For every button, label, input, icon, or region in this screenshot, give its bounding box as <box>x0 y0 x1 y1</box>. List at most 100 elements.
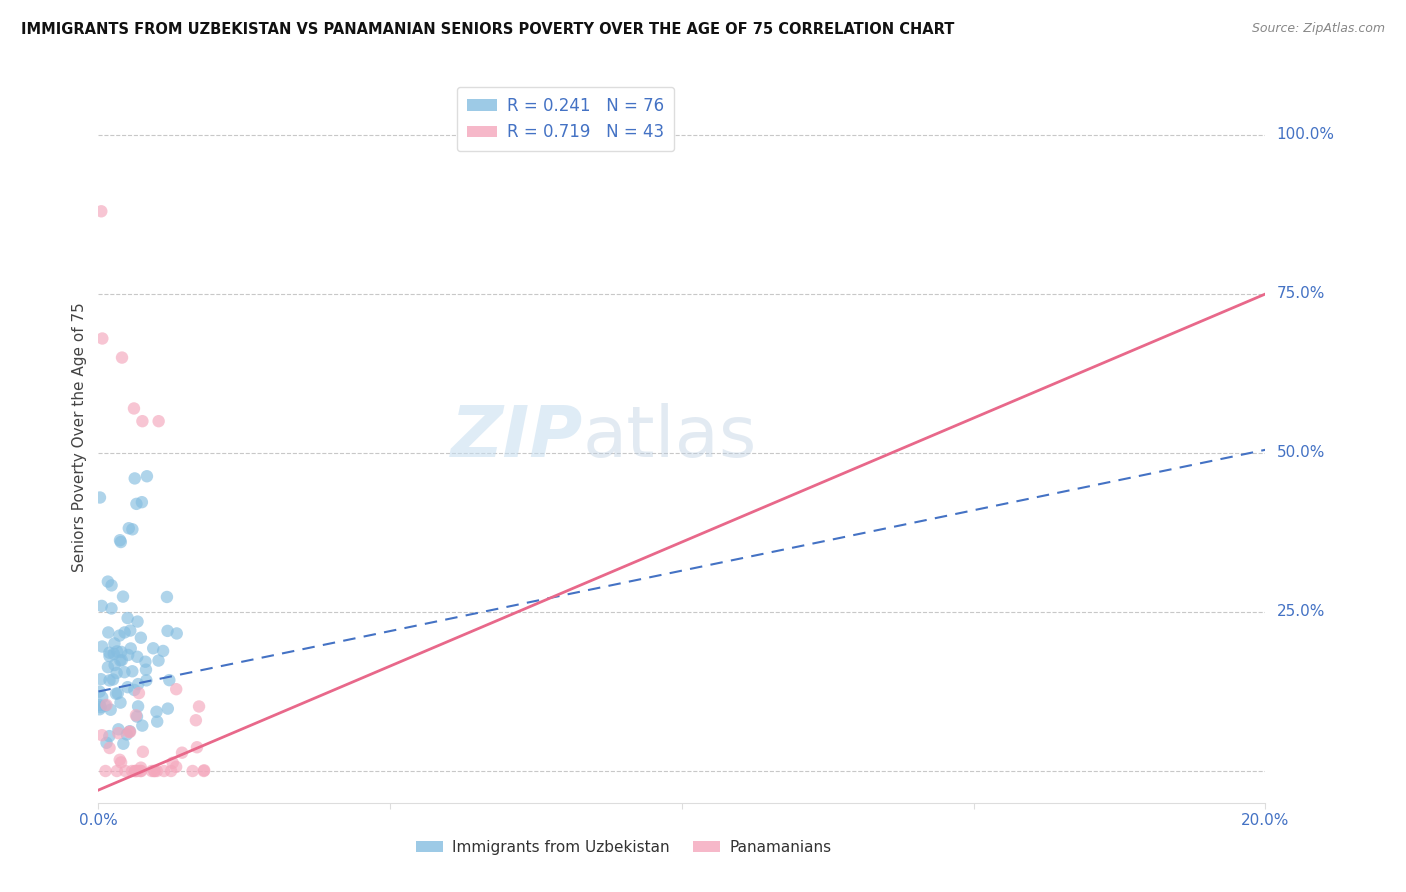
Point <box>153 764 176 778</box>
Point <box>120 624 142 638</box>
Point <box>103 647 125 661</box>
Point <box>129 761 152 775</box>
Point <box>131 414 153 428</box>
Point <box>114 764 136 778</box>
Point <box>89 491 111 505</box>
Point <box>160 764 183 778</box>
Point <box>100 578 122 592</box>
Point <box>111 653 134 667</box>
Point <box>90 204 112 219</box>
Point <box>170 746 193 760</box>
Point <box>91 728 114 742</box>
Point <box>107 686 129 700</box>
Point <box>117 648 139 662</box>
Point <box>186 740 208 755</box>
Text: 50.0%: 50.0% <box>1277 445 1324 460</box>
Point <box>141 764 163 778</box>
Point <box>97 660 120 674</box>
Point <box>117 680 139 694</box>
Text: 25.0%: 25.0% <box>1277 605 1324 619</box>
Point <box>100 601 122 615</box>
Point <box>107 723 129 737</box>
Point <box>94 698 117 713</box>
Point <box>90 599 112 613</box>
Point <box>132 745 155 759</box>
Point <box>89 684 111 698</box>
Legend: Immigrants from Uzbekistan, Panamanians: Immigrants from Uzbekistan, Panamanians <box>409 834 838 861</box>
Point <box>104 658 127 673</box>
Point <box>117 611 139 625</box>
Point <box>162 756 184 770</box>
Point <box>97 625 120 640</box>
Point <box>89 702 111 716</box>
Point <box>91 331 114 345</box>
Point <box>112 737 135 751</box>
Text: 100.0%: 100.0% <box>1277 128 1334 143</box>
Point <box>110 645 132 659</box>
Text: Source: ZipAtlas.com: Source: ZipAtlas.com <box>1251 22 1385 36</box>
Point <box>127 649 149 664</box>
Point <box>114 625 136 640</box>
Point <box>105 644 128 658</box>
Point <box>105 764 128 778</box>
Point <box>129 764 152 778</box>
Y-axis label: Seniors Poverty Over the Age of 75: Seniors Poverty Over the Age of 75 <box>72 302 87 572</box>
Point <box>121 665 143 679</box>
Point <box>124 682 146 697</box>
Point <box>98 741 121 756</box>
Point <box>181 764 204 778</box>
Point <box>96 736 118 750</box>
Point <box>125 709 148 723</box>
Point <box>165 682 187 697</box>
Point <box>120 641 142 656</box>
Point <box>124 764 146 778</box>
Point <box>131 718 153 732</box>
Point <box>127 677 149 691</box>
Point <box>143 764 166 778</box>
Text: 75.0%: 75.0% <box>1277 286 1324 301</box>
Point <box>91 640 114 654</box>
Point <box>91 690 114 705</box>
Point <box>131 495 153 509</box>
Point <box>135 663 157 677</box>
Point <box>122 401 145 416</box>
Point <box>90 672 112 686</box>
Point <box>103 636 125 650</box>
Point <box>165 760 187 774</box>
Point <box>136 469 159 483</box>
Point <box>134 655 156 669</box>
Point <box>114 665 136 680</box>
Point <box>156 701 179 715</box>
Point <box>143 764 166 778</box>
Point <box>146 714 169 729</box>
Point <box>110 535 132 549</box>
Point <box>105 665 128 680</box>
Point <box>100 703 122 717</box>
Point <box>156 590 179 604</box>
Point <box>108 533 131 548</box>
Point <box>105 687 128 701</box>
Point <box>118 521 141 535</box>
Point <box>98 646 121 660</box>
Point <box>146 764 169 778</box>
Point <box>124 764 146 778</box>
Point <box>107 726 129 740</box>
Point <box>98 729 121 743</box>
Point <box>111 590 134 604</box>
Point <box>120 724 142 739</box>
Point <box>148 414 170 428</box>
Point <box>145 705 167 719</box>
Point <box>121 764 143 778</box>
Point <box>142 641 165 656</box>
Point <box>188 699 211 714</box>
Point <box>129 631 152 645</box>
Text: IMMIGRANTS FROM UZBEKISTAN VS PANAMANIAN SENIORS POVERTY OVER THE AGE OF 75 CORR: IMMIGRANTS FROM UZBEKISTAN VS PANAMANIAN… <box>21 22 955 37</box>
Text: atlas: atlas <box>582 402 756 472</box>
Point <box>184 713 207 727</box>
Point <box>111 351 134 365</box>
Point <box>101 673 124 687</box>
Point <box>152 644 174 658</box>
Text: ZIP: ZIP <box>450 402 582 472</box>
Point <box>108 753 131 767</box>
Point <box>97 574 120 589</box>
